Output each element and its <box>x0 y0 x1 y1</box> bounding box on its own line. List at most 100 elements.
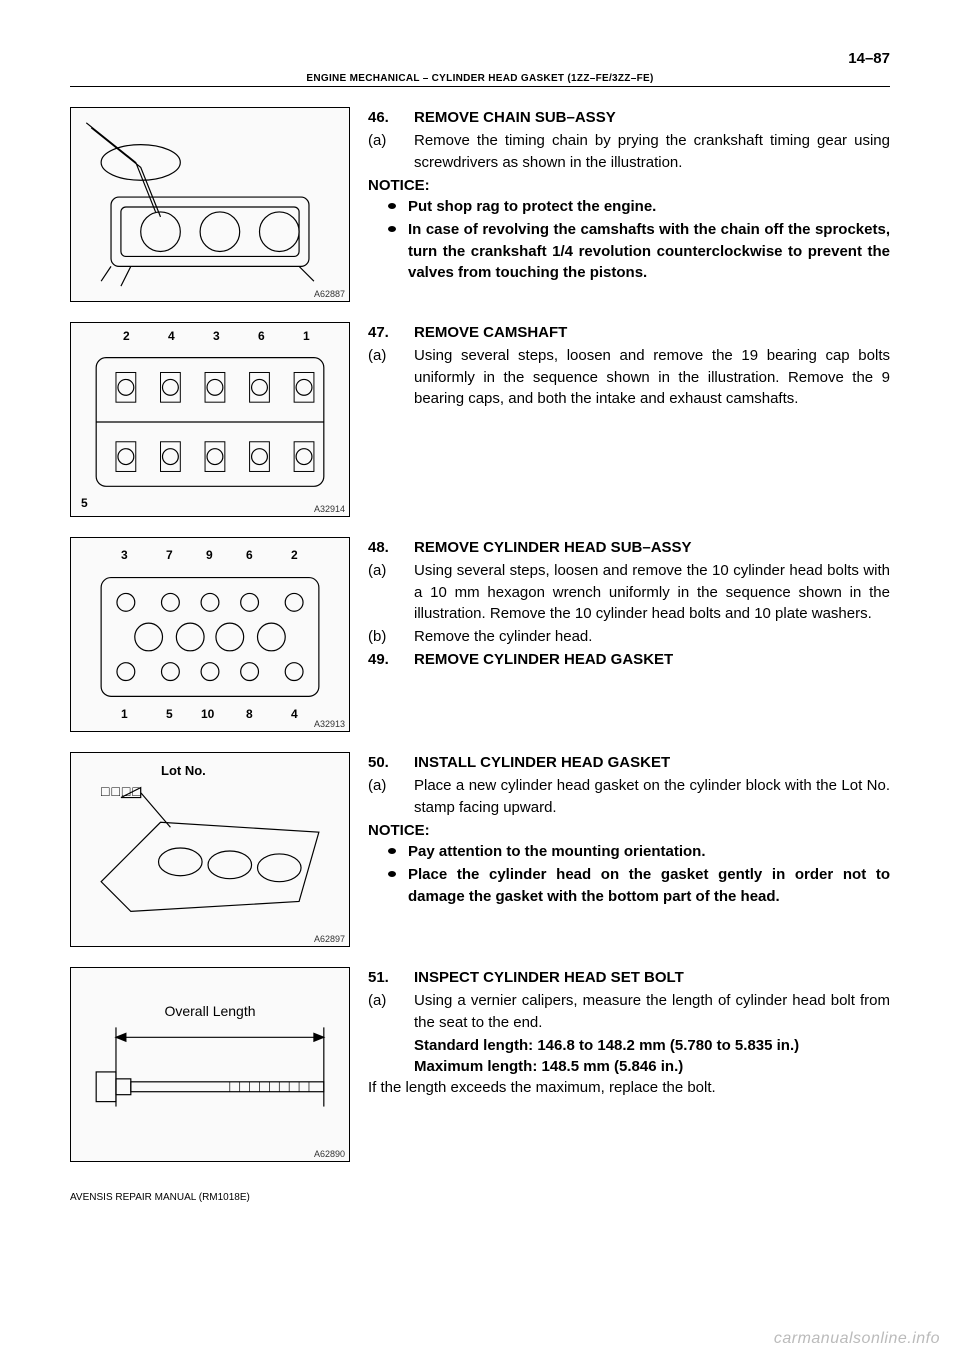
step-46-a: (a) Remove the timing chain by prying th… <box>368 130 890 173</box>
head-bolt-diagram-icon <box>71 538 349 731</box>
seq-num: 7 <box>166 548 173 562</box>
bullet-dot-icon <box>388 226 396 232</box>
step-48-a: (a) Using several steps, loosen and remo… <box>368 560 890 624</box>
seq-num: 6 <box>246 548 253 562</box>
section-51: Overall Length A62890 51. INSPECT CYLIND… <box>70 967 890 1162</box>
sub-text: Remove the timing chain by prying the cr… <box>414 130 890 173</box>
step-51-a: (a) Using a vernier calipers, measure th… <box>368 990 890 1033</box>
figure-id: A62897 <box>314 934 345 944</box>
bullet-46-2: In case of revolving the camshafts with … <box>388 219 890 283</box>
seq-num: 8 <box>246 707 253 721</box>
seq-num: 4 <box>168 329 175 343</box>
seq-num: 2 <box>291 548 298 562</box>
bullet-46-1: Put shop rag to protect the engine. <box>388 196 890 217</box>
section-46: A62887 46. REMOVE CHAIN SUB–ASSY (a) Rem… <box>70 107 890 302</box>
step-title: REMOVE CHAIN SUB–ASSY <box>414 107 616 128</box>
sub-label: (a) <box>368 775 396 818</box>
step-title: INSPECT CYLINDER HEAD SET BOLT <box>414 967 684 988</box>
step-title: REMOVE CYLINDER HEAD SUB–ASSY <box>414 537 692 558</box>
step-50-head: 50. INSTALL CYLINDER HEAD GASKET <box>368 752 890 773</box>
spec-maximum: Maximum length: 148.5 mm (5.846 in.) <box>414 1056 890 1077</box>
figure-id: A62887 <box>314 289 345 299</box>
figure-id: A32914 <box>314 504 345 514</box>
step-num: 50. <box>368 752 396 773</box>
header-title: ENGINE MECHANICAL – CYLINDER HEAD GASKET… <box>70 71 890 87</box>
step-num: 47. <box>368 322 396 343</box>
step-47-head: 47. REMOVE CAMSHAFT <box>368 322 890 343</box>
text-46: 46. REMOVE CHAIN SUB–ASSY (a) Remove the… <box>368 107 890 302</box>
gasket-diagram-icon <box>71 753 349 946</box>
seq-num: 1 <box>303 329 310 343</box>
step-num: 51. <box>368 967 396 988</box>
spec-standard: Standard length: 146.8 to 148.2 mm (5.78… <box>414 1035 890 1056</box>
figure-gasket-install: Lot No. □□□□ A62897 <box>70 752 350 947</box>
sub-text: Remove the cylinder head. <box>414 626 890 647</box>
sub-text: Using a vernier calipers, measure the le… <box>414 990 890 1033</box>
step-title: INSTALL CYLINDER HEAD GASKET <box>414 752 670 773</box>
seq-num: 9 <box>206 548 213 562</box>
bullet-dot-icon <box>388 871 396 877</box>
figure-id: A32913 <box>314 719 345 729</box>
sub-label: (b) <box>368 626 396 647</box>
step-46-head: 46. REMOVE CHAIN SUB–ASSY <box>368 107 890 128</box>
text-50: 50. INSTALL CYLINDER HEAD GASKET (a) Pla… <box>368 752 890 947</box>
seq-num: 4 <box>291 707 298 721</box>
bullet-text: Put shop rag to protect the engine. <box>408 196 890 217</box>
step-49-head: 49. REMOVE CYLINDER HEAD GASKET <box>368 649 890 670</box>
page: 14–87 ENGINE MECHANICAL – CYLINDER HEAD … <box>0 0 960 1358</box>
step-47-a: (a) Using several steps, loosen and remo… <box>368 345 890 409</box>
step-48-b: (b) Remove the cylinder head. <box>368 626 890 647</box>
watermark: carmanualsonline.info <box>774 1330 940 1348</box>
bolt-diagram-icon <box>71 968 349 1161</box>
section-48: 3 7 9 6 2 1 5 10 8 4 A32913 48. REMOVE C… <box>70 537 890 732</box>
seq-num: 5 <box>166 707 173 721</box>
lot-squares: □□□□ <box>101 783 143 799</box>
figure-camshaft-sequence: 2 4 3 6 1 5 A32914 <box>70 322 350 517</box>
sub-label: (a) <box>368 130 396 173</box>
bullet-dot-icon <box>388 848 396 854</box>
step-51-head: 51. INSPECT CYLINDER HEAD SET BOLT <box>368 967 890 988</box>
sub-label: (a) <box>368 345 396 409</box>
section-50: Lot No. □□□□ A62897 50. INSTALL CYLINDER… <box>70 752 890 947</box>
section-47: 2 4 3 6 1 5 A32914 47. REMOVE CAMSHAFT (… <box>70 322 890 517</box>
seq-num: 3 <box>213 329 220 343</box>
step-50-a: (a) Place a new cylinder head gasket on … <box>368 775 890 818</box>
text-51: 51. INSPECT CYLINDER HEAD SET BOLT (a) U… <box>368 967 890 1162</box>
lot-no-label: Lot No. <box>161 763 206 778</box>
sub-text: Using several steps, loosen and remove t… <box>414 345 890 409</box>
text-47: 47. REMOVE CAMSHAFT (a) Using several st… <box>368 322 890 517</box>
overall-length-label: Overall Length <box>71 1003 349 1019</box>
camshaft-diagram-icon <box>71 323 349 516</box>
seq-num: 5 <box>81 496 88 510</box>
notice-label: NOTICE: <box>368 175 890 196</box>
step-num: 46. <box>368 107 396 128</box>
page-number: 14–87 <box>70 50 890 67</box>
sub-text: Using several steps, loosen and remove t… <box>414 560 890 624</box>
figure-head-bolt-sequence: 3 7 9 6 2 1 5 10 8 4 A32913 <box>70 537 350 732</box>
step-title: REMOVE CYLINDER HEAD GASKET <box>414 649 673 670</box>
bullet-50-2: Place the cylinder head on the gasket ge… <box>388 864 890 907</box>
seq-num: 10 <box>201 707 214 721</box>
bullet-text: Pay attention to the mounting orientatio… <box>408 841 890 862</box>
footer: AVENSIS REPAIR MANUAL (RM1018E) <box>70 1192 890 1203</box>
notice-label: NOTICE: <box>368 820 890 841</box>
bullet-dot-icon <box>388 203 396 209</box>
step-title: REMOVE CAMSHAFT <box>414 322 567 343</box>
sub-text: Place a new cylinder head gasket on the … <box>414 775 890 818</box>
sub-label: (a) <box>368 990 396 1033</box>
tail-note: If the length exceeds the maximum, repla… <box>368 1077 890 1098</box>
seq-num: 3 <box>121 548 128 562</box>
seq-num: 6 <box>258 329 265 343</box>
figure-bolt-length: Overall Length A62890 <box>70 967 350 1162</box>
text-48: 48. REMOVE CYLINDER HEAD SUB–ASSY (a) Us… <box>368 537 890 732</box>
sub-label: (a) <box>368 560 396 624</box>
chain-diagram-icon <box>71 108 349 301</box>
bullet-50-1: Pay attention to the mounting orientatio… <box>388 841 890 862</box>
seq-num: 1 <box>121 707 128 721</box>
bullet-text: In case of revolving the camshafts with … <box>408 219 890 283</box>
figure-id: A62890 <box>314 1149 345 1159</box>
step-48-head: 48. REMOVE CYLINDER HEAD SUB–ASSY <box>368 537 890 558</box>
step-num: 48. <box>368 537 396 558</box>
seq-num: 2 <box>123 329 130 343</box>
step-num: 49. <box>368 649 396 670</box>
